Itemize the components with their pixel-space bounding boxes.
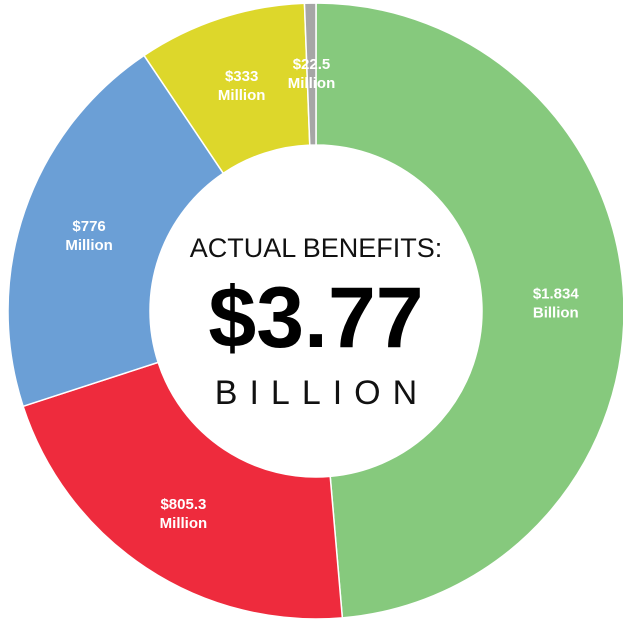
slice-label-1: $805.3 Million <box>160 496 208 532</box>
center-unit: BILLION <box>215 374 429 412</box>
slice-label-3: $333 Million <box>218 68 266 104</box>
slice-label-2: $776 Million <box>65 218 113 254</box>
slice-labels-layer: $1.834 Billion $805.3 Million $776 Million $33… <box>65 56 579 532</box>
center-hole <box>150 145 482 477</box>
slices-layer <box>7 2 623 620</box>
center-total-value: $3.77 <box>208 270 423 366</box>
slice-label-4: $22.5 Million <box>288 56 336 92</box>
slice-label-0: $1.834 Billion <box>533 286 580 322</box>
center-title: ACTUAL BENEFITS: <box>190 233 443 263</box>
